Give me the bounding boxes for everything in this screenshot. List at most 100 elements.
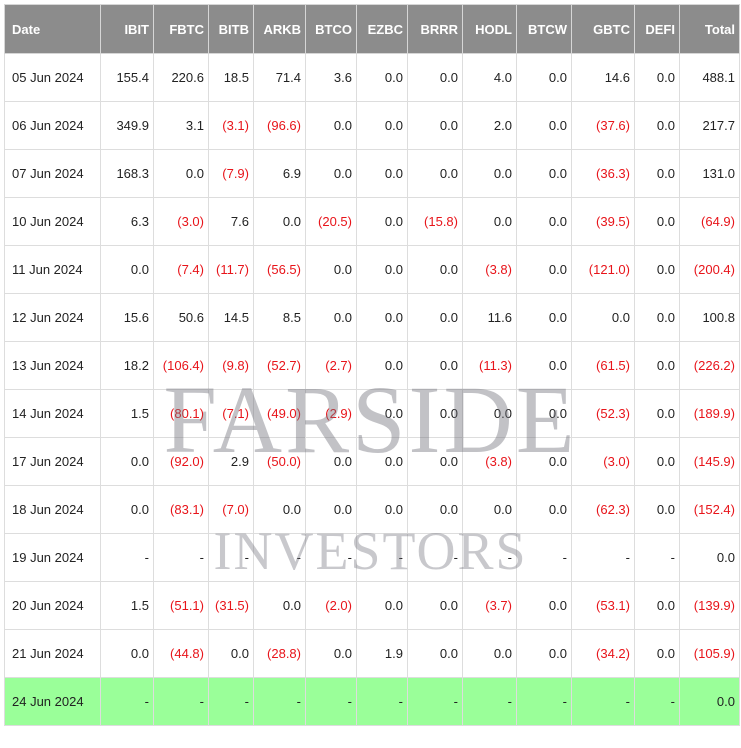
cell-ibit: 0.0: [100, 629, 154, 678]
cell-btco: 0.0: [305, 293, 357, 342]
cell-total: 217.7: [679, 101, 740, 150]
cell-fbtc: (83.1): [153, 485, 209, 534]
cell-bitb: (31.5): [208, 581, 254, 630]
cell-btco: 0.0: [305, 629, 357, 678]
cell-btcw: -: [516, 677, 572, 726]
cell-brrr: 0.0: [407, 53, 463, 102]
table-row: 11 Jun 2024 0.0 (7.4) (11.7) (56.5) 0.0 0.0 0.0…: [4, 245, 740, 294]
cell-ezbc: 0.0: [356, 101, 408, 150]
table-row: 10 Jun 2024 6.3 (3.0) 7.6 0.0 (20.5) 0.0 (15.8)…: [4, 197, 740, 246]
cell-ibit: 1.5: [100, 389, 154, 438]
table-row: 12 Jun 2024 15.6 50.6 14.5 8.5 0.0 0.0 0.0 11.6 0…: [4, 293, 740, 342]
cell-arkb: 8.5: [253, 293, 306, 342]
cell-arkb: (52.7): [253, 341, 306, 390]
cell-fbtc: -: [153, 677, 209, 726]
cell-btco: (20.5): [305, 197, 357, 246]
cell-brrr: -: [407, 533, 463, 582]
cell-btco: 0.0: [305, 101, 357, 150]
cell-brrr: 0.0: [407, 437, 463, 486]
date-cell: 17 Jun 2024: [4, 437, 101, 486]
cell-fbtc: -: [153, 533, 209, 582]
cell-ezbc: 0.0: [356, 437, 408, 486]
cell-bitb: (7.1): [208, 389, 254, 438]
table-body: 05 Jun 2024 155.4 220.6 18.5 71.4 3.6 0.0 0.0 4.…: [4, 53, 740, 726]
cell-ezbc: 0.0: [356, 485, 408, 534]
cell-bitb: 7.6: [208, 197, 254, 246]
cell-arkb: (96.6): [253, 101, 306, 150]
cell-hodl: 11.6: [462, 293, 517, 342]
cell-defi: 0.0: [634, 245, 680, 294]
cell-bitb: (7.0): [208, 485, 254, 534]
etf-flow-table: Date IBIT FBTC BITB ARKB BTCO EZBC BRRR HODL BTCW…: [4, 4, 740, 726]
cell-ezbc: 0.0: [356, 389, 408, 438]
cell-arkb: (49.0): [253, 389, 306, 438]
table-row: 24 Jun 2024- - - - - - - - - - -0.0: [4, 677, 740, 726]
cell-defi: 0.0: [634, 437, 680, 486]
cell-brrr: 0.0: [407, 245, 463, 294]
date-cell: 21 Jun 2024: [4, 629, 101, 678]
cell-btco: 0.0: [305, 245, 357, 294]
cell-hodl: 4.0: [462, 53, 517, 102]
date-cell: 05 Jun 2024: [4, 53, 101, 102]
cell-ibit: -: [100, 533, 154, 582]
cell-btcw: 0.0: [516, 485, 572, 534]
cell-total: (152.4): [679, 485, 740, 534]
cell-fbtc: (51.1): [153, 581, 209, 630]
cell-btcw: -: [516, 533, 572, 582]
cell-arkb: (28.8): [253, 629, 306, 678]
cell-hodl: 0.0: [462, 389, 517, 438]
cell-brrr: (15.8): [407, 197, 463, 246]
cell-total: (105.9): [679, 629, 740, 678]
cell-btco: 0.0: [305, 149, 357, 198]
cell-gbtc: (39.5): [571, 197, 635, 246]
cell-btco: 3.6: [305, 53, 357, 102]
cell-gbtc: -: [571, 533, 635, 582]
cell-fbtc: (92.0): [153, 437, 209, 486]
date-cell: 07 Jun 2024: [4, 149, 101, 198]
cell-arkb: 71.4: [253, 53, 306, 102]
cell-ezbc: 0.0: [356, 197, 408, 246]
cell-fbtc: 220.6: [153, 53, 209, 102]
cell-btco: (2.0): [305, 581, 357, 630]
cell-hodl: (3.8): [462, 245, 517, 294]
cell-gbtc: (121.0): [571, 245, 635, 294]
cell-ezbc: -: [356, 533, 408, 582]
cell-gbtc: (62.3): [571, 485, 635, 534]
cell-ibit: 349.9: [100, 101, 154, 150]
cell-ibit: 15.6: [100, 293, 154, 342]
cell-ezbc: 0.0: [356, 293, 408, 342]
cell-gbtc: 0.0: [571, 293, 635, 342]
cell-ibit: 0.0: [100, 485, 154, 534]
cell-brrr: 0.0: [407, 629, 463, 678]
cell-total: 488.1: [679, 53, 740, 102]
cell-defi: 0.0: [634, 149, 680, 198]
date-cell: 18 Jun 2024: [4, 485, 101, 534]
cell-gbtc: (61.5): [571, 341, 635, 390]
column-header-date: Date: [4, 4, 101, 54]
cell-btcw: 0.0: [516, 437, 572, 486]
cell-btcw: 0.0: [516, 197, 572, 246]
cell-total: 0.0: [679, 533, 740, 582]
date-cell: 20 Jun 2024: [4, 581, 101, 630]
cell-arkb: (56.5): [253, 245, 306, 294]
date-cell: 10 Jun 2024: [4, 197, 101, 246]
column-header-total: Total: [679, 4, 740, 54]
cell-btcw: 0.0: [516, 581, 572, 630]
cell-ezbc: 1.9: [356, 629, 408, 678]
date-cell: 13 Jun 2024: [4, 341, 101, 390]
column-header-ibit: IBIT: [100, 4, 154, 54]
cell-bitb: (11.7): [208, 245, 254, 294]
cell-btco: -: [305, 677, 357, 726]
cell-arkb: 0.0: [253, 581, 306, 630]
cell-gbtc: 14.6: [571, 53, 635, 102]
cell-bitb: 14.5: [208, 293, 254, 342]
cell-ibit: 1.5: [100, 581, 154, 630]
date-cell: 24 Jun 2024: [4, 677, 101, 726]
cell-total: (189.9): [679, 389, 740, 438]
cell-ibit: 6.3: [100, 197, 154, 246]
cell-hodl: -: [462, 677, 517, 726]
cell-defi: 0.0: [634, 101, 680, 150]
cell-defi: 0.0: [634, 485, 680, 534]
cell-gbtc: -: [571, 677, 635, 726]
cell-ibit: 18.2: [100, 341, 154, 390]
